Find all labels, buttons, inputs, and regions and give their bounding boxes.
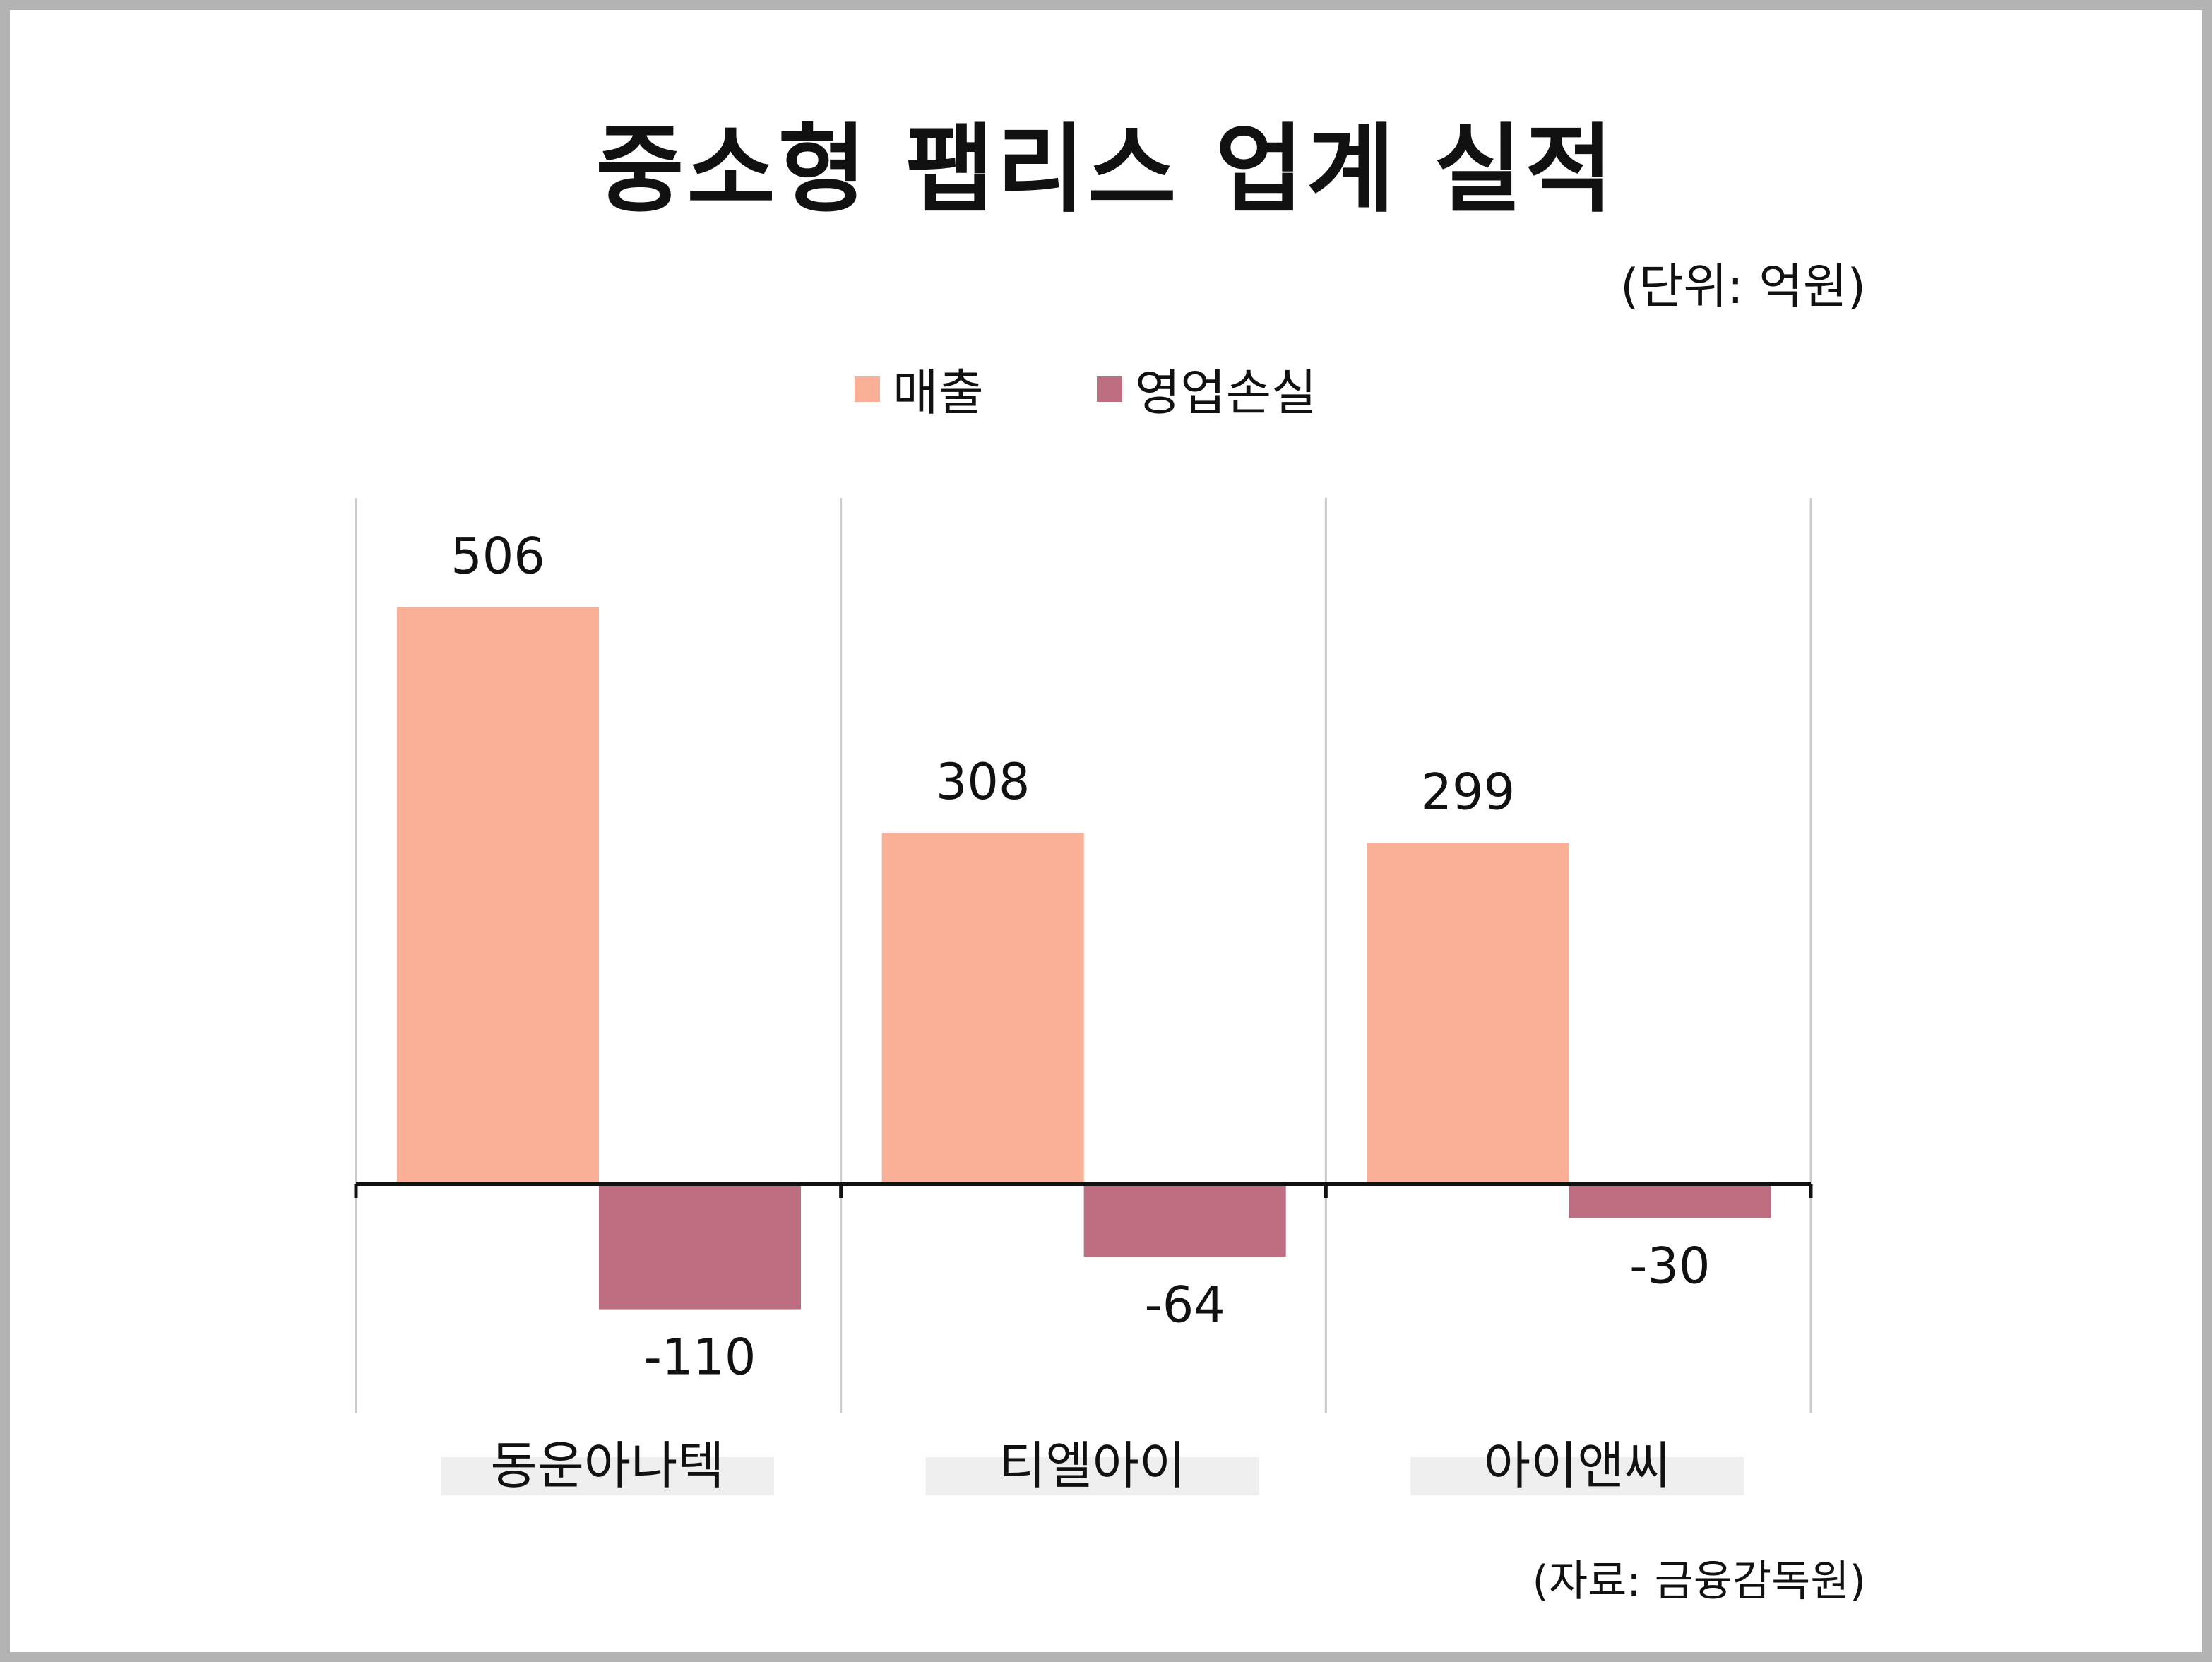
unit-note: (단위: 억원) (1620, 259, 1866, 315)
category-label-bg (1410, 1457, 1744, 1495)
legend-item-sales: 매출 (855, 353, 984, 425)
data-label: 308 (936, 753, 1030, 811)
category-label-bg (925, 1457, 1259, 1495)
legend-swatch-sales (855, 376, 880, 402)
chart-title: 중소형 팹리스 업계 실적 (595, 114, 1617, 226)
data-label: 299 (1421, 763, 1516, 821)
category-label: 티엘아이 (999, 1436, 1186, 1495)
source-note: (자료: 금융감독원) (1532, 1557, 1866, 1606)
data-label: -64 (1144, 1276, 1225, 1334)
category-label-bg (441, 1457, 774, 1495)
bar-sales (397, 607, 599, 1184)
category-label: 아이앤씨 (1484, 1436, 1671, 1495)
bar-sales (1367, 843, 1569, 1184)
legend-label-operating-loss: 영업손실 (1134, 364, 1317, 422)
legend-swatch-operating-loss (1096, 376, 1122, 402)
category-label: 동운아나텍 (490, 1436, 724, 1495)
data-label: 506 (451, 527, 545, 585)
legend: 매출 영업손실 (855, 353, 1429, 425)
bar-sales (881, 832, 1084, 1184)
bar-operating-loss (599, 1184, 801, 1310)
bar-operating-loss (1569, 1184, 1771, 1218)
legend-label-sales: 매출 (893, 364, 984, 422)
legend-item-operating-loss: 영업손실 (1096, 353, 1317, 425)
data-label: -110 (644, 1329, 756, 1387)
bar-operating-loss (1083, 1184, 1286, 1257)
data-label: -30 (1629, 1237, 1710, 1295)
